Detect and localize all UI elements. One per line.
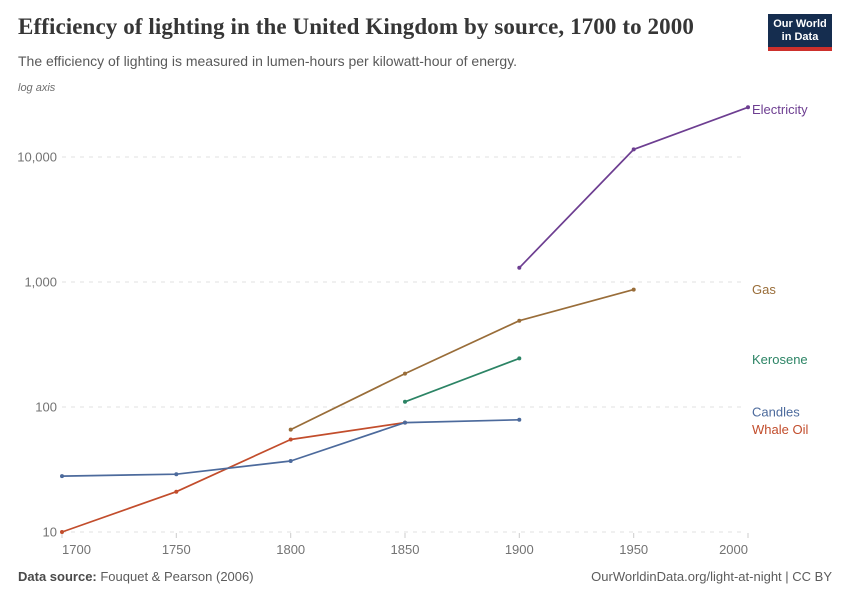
- series-line-whale-oil[interactable]: [61, 421, 406, 533]
- series-line-gas[interactable]: [289, 288, 635, 431]
- data-point-candles[interactable]: [174, 472, 179, 477]
- x-axis-tick-label: 1800: [276, 542, 305, 557]
- owid-logo-line1: Our World: [773, 18, 827, 30]
- log-axis-label: log axis: [18, 82, 56, 94]
- data-point-electricity[interactable]: [746, 105, 750, 110]
- series-label-whale-oil[interactable]: Whale Oil: [752, 422, 808, 437]
- y-axis-tick-label: 100: [35, 400, 57, 415]
- data-point-whale-oil[interactable]: [60, 530, 64, 534]
- series-line-electricity[interactable]: [518, 106, 749, 269]
- data-point-candles[interactable]: [403, 420, 407, 425]
- x-axis-tick-label: 1900: [505, 542, 534, 557]
- data-point-candles[interactable]: [60, 474, 64, 479]
- series-label-electricity[interactable]: Electricity: [752, 102, 808, 117]
- data-point-electricity[interactable]: [631, 147, 636, 152]
- data-source-value: Fouquet & Pearson (2006): [96, 569, 254, 584]
- owid-logo-line2: in Data: [781, 30, 819, 43]
- owid-logo[interactable]: Our World in Data: [768, 14, 832, 51]
- credit-link[interactable]: OurWorldinData.org/light-at-night | CC B…: [591, 569, 832, 584]
- data-point-gas[interactable]: [517, 318, 522, 323]
- x-axis-tick-label: 1850: [391, 542, 420, 557]
- data-point-electricity[interactable]: [517, 265, 522, 270]
- data-point-gas[interactable]: [288, 427, 293, 432]
- x-axis-tick-label: 1950: [619, 542, 648, 557]
- data-point-kerosene[interactable]: [517, 356, 522, 361]
- data-point-kerosene[interactable]: [403, 399, 407, 404]
- y-axis-tick-label: 10,000: [17, 150, 57, 165]
- data-source-label: Data source:: [18, 569, 97, 584]
- data-point-gas[interactable]: [403, 371, 407, 376]
- chart-title: Efficiency of lighting in the United Kin…: [18, 14, 694, 39]
- x-axis-tick-label: 1700: [62, 542, 91, 557]
- data-point-candles[interactable]: [288, 459, 293, 463]
- x-axis-tick-label: 1750: [162, 542, 191, 557]
- chart-subtitle: The efficiency of lighting is measured i…: [18, 53, 518, 69]
- data-point-whale-oil[interactable]: [288, 437, 293, 442]
- data-point-candles[interactable]: [517, 417, 522, 422]
- data-point-whale-oil[interactable]: [174, 489, 179, 494]
- series-label-gas[interactable]: Gas: [752, 282, 776, 297]
- y-axis-tick-label: 10: [43, 525, 57, 540]
- x-axis-tick-label: 2000: [719, 542, 748, 557]
- series-line-kerosene[interactable]: [404, 357, 521, 403]
- y-axis-tick-label: 1,000: [24, 275, 57, 290]
- data-source-text: Data source: Fouquet & Pearson (2006): [18, 569, 254, 584]
- series-label-candles[interactable]: Candles: [752, 404, 800, 419]
- series-label-kerosene[interactable]: Kerosene: [752, 352, 808, 367]
- data-point-gas[interactable]: [631, 287, 636, 292]
